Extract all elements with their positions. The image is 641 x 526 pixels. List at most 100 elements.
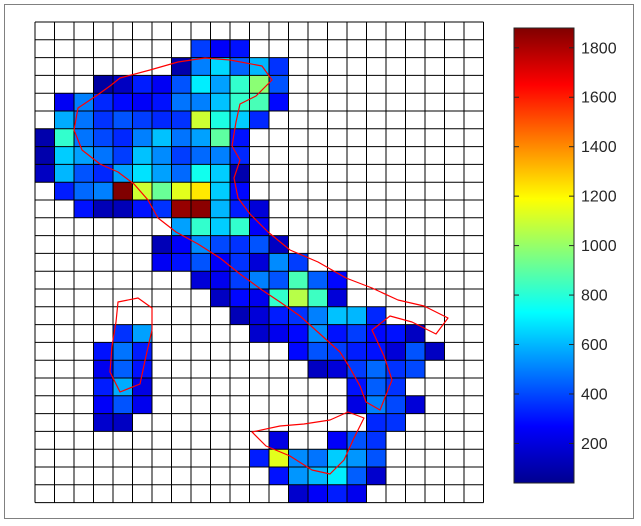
heatmap-cell bbox=[249, 200, 269, 218]
heatmap-cell bbox=[230, 235, 250, 254]
colorbar-tick-label: 600 bbox=[581, 337, 608, 354]
heatmap-cell bbox=[308, 324, 328, 343]
heatmap-cell bbox=[210, 164, 230, 183]
heatmap-cell bbox=[288, 342, 308, 361]
heatmap-cell bbox=[74, 200, 94, 218]
heatmap-cell bbox=[327, 289, 347, 307]
heatmap-cell bbox=[347, 449, 367, 467]
heatmap-cell bbox=[308, 484, 328, 503]
heatmap-cell bbox=[35, 146, 55, 165]
heatmap-cell bbox=[132, 182, 152, 200]
heatmap-cell bbox=[269, 324, 289, 343]
heatmap-cell bbox=[93, 395, 113, 414]
heatmap-cell bbox=[191, 111, 211, 129]
heatmap-cell bbox=[152, 182, 172, 200]
heatmap-cell bbox=[93, 146, 113, 165]
heatmap-cell bbox=[366, 360, 386, 378]
heatmap-cell bbox=[288, 271, 308, 289]
heatmap-cell bbox=[210, 128, 230, 147]
heatmap-cell bbox=[171, 146, 191, 165]
heatmap-cell bbox=[210, 182, 230, 200]
heatmap-cell bbox=[347, 484, 367, 503]
heatmap-cell bbox=[269, 431, 289, 450]
heatmap-cell bbox=[249, 75, 269, 94]
heatmap-cell bbox=[191, 200, 211, 218]
heatmap-cell bbox=[308, 271, 328, 289]
heatmap-cell bbox=[327, 431, 347, 450]
heatmap-cell bbox=[191, 164, 211, 183]
heatmap-cell bbox=[230, 57, 250, 76]
heatmap-cell bbox=[35, 164, 55, 183]
heatmap-cell bbox=[210, 217, 230, 236]
heatmap-cell bbox=[171, 235, 191, 254]
heatmap-cell bbox=[171, 217, 191, 236]
heatmap-cell bbox=[210, 200, 230, 218]
heatmap-cell bbox=[210, 75, 230, 94]
heatmap-cell bbox=[347, 342, 367, 361]
heatmap-cell bbox=[74, 182, 94, 200]
colorbar-ticks: 200 400 600 800 1000 1200 1400 1600 1800 bbox=[514, 40, 617, 453]
heatmap-cell bbox=[54, 93, 74, 111]
heatmap-cell bbox=[93, 378, 113, 396]
heatmap-cell bbox=[210, 39, 230, 58]
heatmap-cell bbox=[249, 324, 269, 343]
heatmap-cell bbox=[132, 324, 152, 343]
country-outline bbox=[251, 411, 365, 475]
heatmap-cell bbox=[269, 235, 289, 254]
heatmap-cell bbox=[132, 75, 152, 94]
heatmap-cell bbox=[230, 75, 250, 94]
colorbar-tick-label: 1800 bbox=[581, 40, 617, 57]
heatmap-cell bbox=[269, 253, 289, 272]
heatmap-cell bbox=[93, 111, 113, 129]
heatmap-cell bbox=[288, 467, 308, 485]
heatmap-cell bbox=[54, 111, 74, 129]
heatmap-cell bbox=[308, 360, 328, 378]
country-outline bbox=[73, 57, 449, 411]
heatmap-cell bbox=[249, 57, 269, 76]
heatmap-cell bbox=[171, 164, 191, 183]
heatmap-cell bbox=[191, 253, 211, 272]
heatmap-cell bbox=[288, 484, 308, 503]
heatmap-cell bbox=[113, 360, 133, 378]
heatmap-cell bbox=[230, 271, 250, 289]
heatmap-cell bbox=[308, 289, 328, 307]
heatmap-cell bbox=[132, 342, 152, 361]
heatmap-cell bbox=[308, 449, 328, 467]
heatmap-cell bbox=[249, 271, 269, 289]
heatmap-cell bbox=[230, 306, 250, 325]
heatmap-cell bbox=[347, 395, 367, 414]
heatmap-cells bbox=[35, 39, 445, 503]
heatmap-cell bbox=[210, 146, 230, 165]
heatmap-cell bbox=[327, 484, 347, 503]
heatmap-cell bbox=[386, 342, 406, 361]
heatmap-cell bbox=[132, 146, 152, 165]
heatmap-cell bbox=[113, 75, 133, 94]
heatmap-cell bbox=[249, 449, 269, 467]
heatmap-cell bbox=[191, 128, 211, 147]
region-outline bbox=[73, 57, 449, 475]
heatmap-cell bbox=[269, 467, 289, 485]
heatmap-cell bbox=[366, 413, 386, 432]
heatmap-cell bbox=[230, 128, 250, 147]
heatmap-cell bbox=[54, 128, 74, 147]
heatmap-cell bbox=[171, 75, 191, 94]
heatmap-cell bbox=[171, 111, 191, 129]
heatmap-cell bbox=[93, 75, 113, 94]
heatmap-cell bbox=[191, 217, 211, 236]
heatmap-cell bbox=[74, 111, 94, 129]
heatmap-cell bbox=[269, 306, 289, 325]
heatmap-cell bbox=[171, 182, 191, 200]
heatmap-cell bbox=[327, 449, 347, 467]
heatmap-cell bbox=[152, 146, 172, 165]
heatmap-cell bbox=[210, 253, 230, 272]
heatmap-cell bbox=[327, 324, 347, 343]
colorbar-tick-label: 1400 bbox=[581, 139, 617, 156]
heatmap-cell bbox=[113, 324, 133, 343]
heatmap-cell bbox=[386, 413, 406, 432]
heatmap-cell bbox=[113, 342, 133, 361]
heatmap-cell bbox=[113, 146, 133, 165]
heatmap-cell bbox=[405, 395, 425, 414]
heatmap-cell bbox=[113, 93, 133, 111]
heatmap-cell bbox=[210, 271, 230, 289]
